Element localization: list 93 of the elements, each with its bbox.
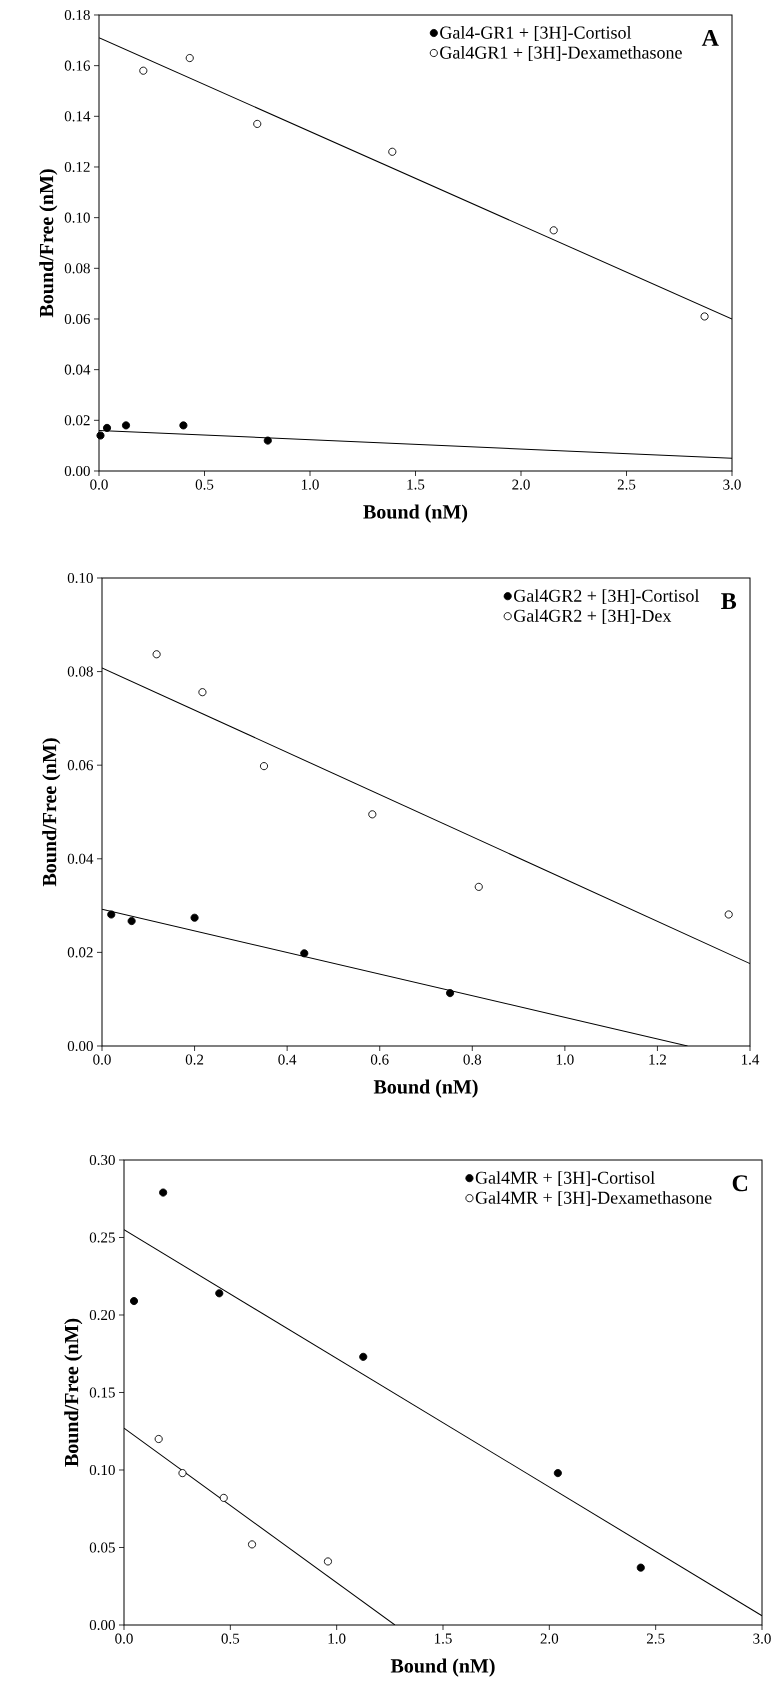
point — [154, 1434, 163, 1444]
y-tick-label: 0.02 — [67, 947, 93, 958]
y-tick-label: 0.06 — [64, 313, 91, 325]
legend-label: Gal4MR + [3H]-Dexamethasone — [475, 1191, 712, 1207]
y-tick-label: 0.10 — [89, 1464, 116, 1476]
point — [96, 431, 105, 440]
legend-label: Gal4GR1 + [3H]-Dexamethasone — [440, 46, 682, 61]
x-tick-label: 0.2 — [185, 1054, 204, 1065]
x-tick-label: 1.0 — [328, 1633, 346, 1644]
y-axis-title: Bound/Free (nM) — [39, 169, 58, 318]
y-tick-label: 0.00 — [64, 465, 91, 477]
y-tick-label: 0.10 — [64, 212, 91, 223]
x-tick-label: 0.0 — [93, 1054, 111, 1065]
legend-label: Gal4GR2 + [3H]-Cortisol — [514, 589, 700, 605]
legend-label: Gal4GR2 + [3H]-Dex — [514, 609, 672, 625]
y-tick-label: 0.00 — [89, 1619, 116, 1631]
x-tick-label: 0.5 — [195, 479, 214, 490]
point — [724, 910, 733, 919]
y-tick-label: 0.08 — [67, 666, 94, 677]
y-axis-title: Bound/Free (nM) — [64, 1318, 83, 1467]
point — [178, 1469, 187, 1478]
x-tick-label: 1.2 — [649, 1054, 667, 1065]
x-tick-label: 0.5 — [221, 1633, 240, 1644]
x-tick-label: 1.4 — [742, 1054, 760, 1065]
point — [248, 1540, 257, 1549]
annotation: A — [702, 29, 719, 46]
y-tick-label: 0.20 — [89, 1309, 116, 1321]
x-axis-title: Bound (nM) — [390, 1658, 495, 1677]
point — [127, 916, 136, 926]
y-tick-label: 0.16 — [64, 60, 91, 71]
y-axis-title: Bound/Free (nM) — [42, 738, 61, 887]
point — [260, 762, 269, 771]
point — [359, 1352, 368, 1361]
x-tick-label: 2.0 — [512, 479, 530, 490]
point — [185, 53, 194, 63]
x-tick-label: 1.5 — [435, 1633, 452, 1644]
point — [553, 1469, 563, 1478]
x-tick-label: 3.0 — [753, 1633, 771, 1644]
point — [215, 1289, 224, 1298]
y-tick-label: 0.10 — [67, 572, 94, 584]
point — [152, 650, 161, 659]
point — [159, 1188, 168, 1197]
x-tick-label: 2.5 — [617, 479, 636, 490]
legend-label: Gal4MR + [3H]-Cortisol — [475, 1171, 655, 1187]
x-tick-label: 0.0 — [90, 479, 108, 490]
y-tick-label: 0.05 — [89, 1542, 116, 1553]
x-tick-label: 1.0 — [556, 1054, 574, 1065]
x-tick-label: 0.8 — [463, 1054, 482, 1065]
x-tick-label: 0.6 — [371, 1054, 389, 1065]
x-tick-label: 1.0 — [302, 479, 319, 490]
point — [700, 312, 709, 321]
y-tick-label: 0.04 — [67, 853, 94, 864]
point — [179, 421, 188, 430]
point — [324, 1557, 333, 1566]
point — [139, 66, 148, 75]
x-tick-label: 2.5 — [647, 1633, 665, 1644]
y-tick-label: 0.14 — [64, 111, 91, 122]
y-tick-label: 0.06 — [67, 760, 94, 771]
point — [388, 147, 397, 156]
x-tick-label: 3.0 — [723, 479, 741, 490]
y-tick-label: 0.18 — [64, 9, 91, 21]
annotation: C — [732, 1175, 748, 1192]
point — [107, 910, 116, 919]
y-tick-label: 0.30 — [89, 1154, 116, 1166]
point — [253, 119, 262, 128]
point — [549, 226, 558, 235]
point — [368, 810, 377, 819]
point — [103, 423, 112, 432]
point — [474, 882, 483, 891]
point — [263, 436, 272, 445]
y-tick-label: 0.02 — [64, 415, 90, 426]
x-tick-label: 0.0 — [115, 1633, 133, 1644]
y-tick-label: 0.04 — [64, 364, 91, 375]
y-tick-label: 0.12 — [64, 161, 90, 173]
annotation: B — [721, 593, 737, 609]
point — [190, 913, 199, 922]
legend-label: Gal4-GR1 + [3H]-Cortisol — [440, 26, 632, 41]
y-tick-label: 0.08 — [64, 263, 91, 274]
y-tick-label: 0.00 — [67, 1040, 94, 1052]
x-tick-label: 2.0 — [540, 1633, 559, 1644]
point — [198, 688, 207, 697]
x-tick-label: 1.5 — [407, 479, 425, 490]
point — [636, 1563, 645, 1572]
point — [130, 1297, 139, 1306]
y-tick-label: 0.25 — [89, 1232, 116, 1243]
x-axis-title: Bound (nM) — [373, 1079, 478, 1098]
point — [446, 989, 455, 998]
y-tick-label: 0.15 — [89, 1387, 116, 1398]
point — [219, 1493, 228, 1502]
x-axis-title: Bound (nM) — [363, 504, 468, 523]
point — [300, 949, 309, 958]
x-tick-label: 0.4 — [278, 1054, 297, 1065]
point — [122, 421, 131, 430]
